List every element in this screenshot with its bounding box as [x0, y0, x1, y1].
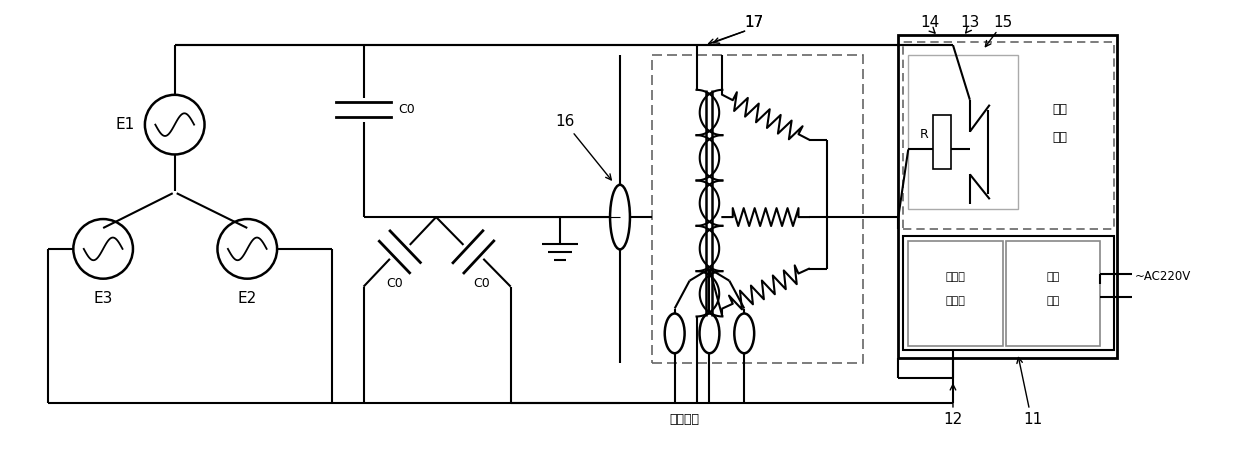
Text: 17: 17 [744, 15, 764, 30]
Text: 模块: 模块 [1053, 131, 1068, 144]
Text: 谐振判: 谐振判 [946, 272, 966, 282]
Text: 11: 11 [1023, 412, 1042, 427]
Text: C0: C0 [398, 103, 415, 116]
Text: E3: E3 [93, 291, 113, 306]
Text: 17: 17 [744, 15, 764, 30]
Text: 消谐: 消谐 [1053, 103, 1068, 116]
Text: 12: 12 [944, 412, 962, 427]
Text: R: R [920, 128, 929, 141]
Bar [903, 236, 1114, 350]
Bar [652, 55, 863, 363]
Text: 断模块: 断模块 [946, 296, 966, 306]
Bar [1006, 241, 1100, 346]
Text: 模块: 模块 [1047, 296, 1059, 306]
Text: E2: E2 [238, 291, 257, 306]
Bar [908, 55, 1018, 209]
Text: 零序电流: 零序电流 [670, 414, 699, 426]
Text: E1: E1 [115, 117, 135, 132]
Text: 13: 13 [960, 15, 980, 30]
Text: 电源: 电源 [1047, 272, 1059, 282]
Text: C0: C0 [472, 277, 490, 290]
Text: 15: 15 [993, 15, 1012, 30]
Bar [908, 241, 1003, 346]
Text: 16: 16 [556, 114, 575, 129]
Bar [932, 115, 951, 169]
Bar [903, 42, 1114, 229]
Text: 14: 14 [920, 15, 940, 30]
Text: C0: C0 [387, 277, 403, 290]
Text: ~AC220V: ~AC220V [1135, 270, 1192, 283]
Bar [898, 35, 1117, 358]
